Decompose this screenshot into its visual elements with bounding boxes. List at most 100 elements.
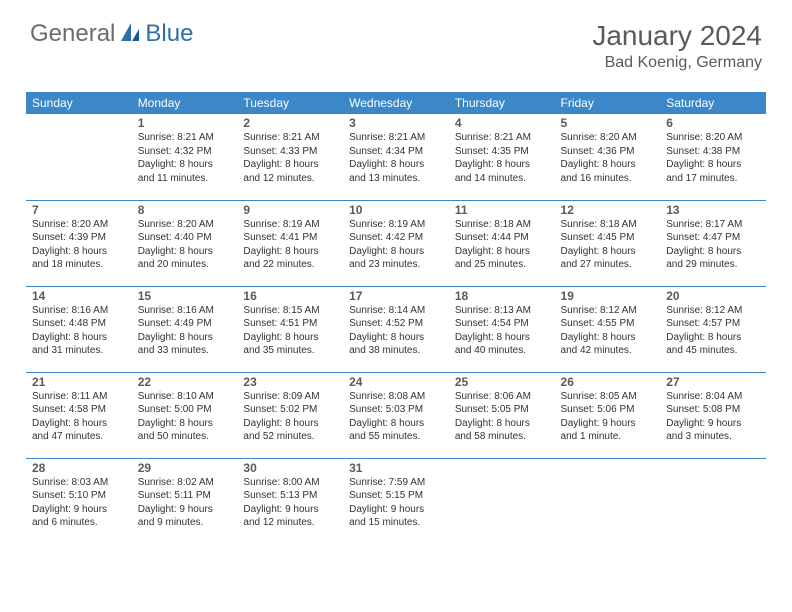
- day-info: Sunrise: 8:19 AMSunset: 4:41 PMDaylight:…: [243, 218, 337, 272]
- calendar-cell: [555, 458, 661, 544]
- day-info-line: Sunset: 5:15 PM: [349, 489, 443, 503]
- calendar-cell: 13Sunrise: 8:17 AMSunset: 4:47 PMDayligh…: [660, 200, 766, 286]
- calendar-cell: 20Sunrise: 8:12 AMSunset: 4:57 PMDayligh…: [660, 286, 766, 372]
- day-info-line: and 18 minutes.: [32, 258, 126, 272]
- day-info: Sunrise: 8:16 AMSunset: 4:49 PMDaylight:…: [138, 304, 232, 358]
- page-header: General Blue January 2024 Bad Koenig, Ge…: [0, 0, 792, 82]
- day-info-line: Sunset: 4:57 PM: [666, 317, 760, 331]
- day-info-line: and 12 minutes.: [243, 516, 337, 530]
- day-info-line: Sunrise: 8:10 AM: [138, 390, 232, 404]
- logo-sail-icon: [119, 21, 141, 48]
- day-info-line: and 29 minutes.: [666, 258, 760, 272]
- day-number: 3: [349, 116, 443, 130]
- day-info: Sunrise: 8:18 AMSunset: 4:45 PMDaylight:…: [561, 218, 655, 272]
- day-info-line: Sunset: 5:05 PM: [455, 403, 549, 417]
- day-number: 23: [243, 375, 337, 389]
- logo: General Blue: [30, 20, 193, 48]
- day-info: Sunrise: 8:13 AMSunset: 4:54 PMDaylight:…: [455, 304, 549, 358]
- day-info-line: Daylight: 8 hours: [32, 417, 126, 431]
- day-info-line: Sunset: 4:54 PM: [455, 317, 549, 331]
- calendar-cell: 23Sunrise: 8:09 AMSunset: 5:02 PMDayligh…: [237, 372, 343, 458]
- day-info-line: and 45 minutes.: [666, 344, 760, 358]
- day-info: Sunrise: 8:11 AMSunset: 4:58 PMDaylight:…: [32, 390, 126, 444]
- day-info-line: Daylight: 8 hours: [138, 331, 232, 345]
- day-number: 13: [666, 203, 760, 217]
- day-info-line: Daylight: 8 hours: [138, 417, 232, 431]
- day-info-line: Daylight: 8 hours: [666, 158, 760, 172]
- weekday-header: Tuesday: [237, 92, 343, 114]
- day-number: 19: [561, 289, 655, 303]
- day-info-line: Daylight: 9 hours: [561, 417, 655, 431]
- day-info-line: Sunset: 5:10 PM: [32, 489, 126, 503]
- day-info-line: Sunset: 4:52 PM: [349, 317, 443, 331]
- day-info-line: Sunset: 5:06 PM: [561, 403, 655, 417]
- calendar-cell: 8Sunrise: 8:20 AMSunset: 4:40 PMDaylight…: [132, 200, 238, 286]
- day-info-line: Sunrise: 8:13 AM: [455, 304, 549, 318]
- day-info-line: and 11 minutes.: [138, 172, 232, 186]
- calendar-cell: 12Sunrise: 8:18 AMSunset: 4:45 PMDayligh…: [555, 200, 661, 286]
- day-info-line: and 52 minutes.: [243, 430, 337, 444]
- weekday-header: Saturday: [660, 92, 766, 114]
- calendar-cell: 7Sunrise: 8:20 AMSunset: 4:39 PMDaylight…: [26, 200, 132, 286]
- day-number: 10: [349, 203, 443, 217]
- day-info-line: and 47 minutes.: [32, 430, 126, 444]
- day-info-line: Sunrise: 8:17 AM: [666, 218, 760, 232]
- day-info-line: Sunset: 4:42 PM: [349, 231, 443, 245]
- calendar-cell: 24Sunrise: 8:08 AMSunset: 5:03 PMDayligh…: [343, 372, 449, 458]
- day-info-line: and 6 minutes.: [32, 516, 126, 530]
- day-info-line: Sunrise: 8:05 AM: [561, 390, 655, 404]
- day-info: Sunrise: 8:14 AMSunset: 4:52 PMDaylight:…: [349, 304, 443, 358]
- logo-text-general: General: [30, 20, 115, 48]
- day-info-line: Daylight: 8 hours: [561, 331, 655, 345]
- day-info-line: Sunrise: 8:03 AM: [32, 476, 126, 490]
- day-info-line: Sunset: 4:55 PM: [561, 317, 655, 331]
- day-number: 20: [666, 289, 760, 303]
- day-info-line: Sunrise: 8:20 AM: [32, 218, 126, 232]
- day-info: Sunrise: 8:20 AMSunset: 4:38 PMDaylight:…: [666, 131, 760, 185]
- logo-text-blue: Blue: [145, 20, 193, 48]
- day-info-line: Sunrise: 8:16 AM: [138, 304, 232, 318]
- calendar-cell: 31Sunrise: 7:59 AMSunset: 5:15 PMDayligh…: [343, 458, 449, 544]
- day-info-line: Daylight: 8 hours: [561, 245, 655, 259]
- day-info-line: Sunset: 4:58 PM: [32, 403, 126, 417]
- day-info-line: Sunrise: 8:19 AM: [349, 218, 443, 232]
- calendar-body: 1Sunrise: 8:21 AMSunset: 4:32 PMDaylight…: [26, 114, 766, 544]
- day-info-line: Daylight: 8 hours: [243, 245, 337, 259]
- day-info-line: Sunrise: 8:21 AM: [243, 131, 337, 145]
- calendar-header-row: Sunday Monday Tuesday Wednesday Thursday…: [26, 92, 766, 114]
- calendar-cell: 10Sunrise: 8:19 AMSunset: 4:42 PMDayligh…: [343, 200, 449, 286]
- day-info-line: Daylight: 8 hours: [561, 158, 655, 172]
- calendar-cell: 18Sunrise: 8:13 AMSunset: 4:54 PMDayligh…: [449, 286, 555, 372]
- day-info-line: Sunrise: 8:21 AM: [349, 131, 443, 145]
- day-number: 27: [666, 375, 760, 389]
- day-info-line: Daylight: 8 hours: [666, 331, 760, 345]
- day-info-line: Sunrise: 8:21 AM: [455, 131, 549, 145]
- day-info-line: and 40 minutes.: [455, 344, 549, 358]
- day-info: Sunrise: 8:18 AMSunset: 4:44 PMDaylight:…: [455, 218, 549, 272]
- day-number: 29: [138, 461, 232, 475]
- day-info-line: Daylight: 8 hours: [32, 245, 126, 259]
- calendar-cell: 30Sunrise: 8:00 AMSunset: 5:13 PMDayligh…: [237, 458, 343, 544]
- day-info-line: Daylight: 9 hours: [666, 417, 760, 431]
- calendar-cell: 27Sunrise: 8:04 AMSunset: 5:08 PMDayligh…: [660, 372, 766, 458]
- calendar-row: 7Sunrise: 8:20 AMSunset: 4:39 PMDaylight…: [26, 200, 766, 286]
- calendar-cell: 11Sunrise: 8:18 AMSunset: 4:44 PMDayligh…: [449, 200, 555, 286]
- day-info-line: Sunrise: 8:19 AM: [243, 218, 337, 232]
- day-info-line: Sunset: 4:51 PM: [243, 317, 337, 331]
- day-info: Sunrise: 8:21 AMSunset: 4:34 PMDaylight:…: [349, 131, 443, 185]
- day-number: 26: [561, 375, 655, 389]
- calendar-cell: 29Sunrise: 8:02 AMSunset: 5:11 PMDayligh…: [132, 458, 238, 544]
- calendar-row: 1Sunrise: 8:21 AMSunset: 4:32 PMDaylight…: [26, 114, 766, 200]
- day-info: Sunrise: 8:20 AMSunset: 4:39 PMDaylight:…: [32, 218, 126, 272]
- month-title: January 2024: [592, 20, 762, 52]
- calendar-cell: 22Sunrise: 8:10 AMSunset: 5:00 PMDayligh…: [132, 372, 238, 458]
- day-info: Sunrise: 7:59 AMSunset: 5:15 PMDaylight:…: [349, 476, 443, 530]
- day-info: Sunrise: 8:12 AMSunset: 4:55 PMDaylight:…: [561, 304, 655, 358]
- day-info-line: Sunset: 4:33 PM: [243, 145, 337, 159]
- day-info: Sunrise: 8:08 AMSunset: 5:03 PMDaylight:…: [349, 390, 443, 444]
- day-info: Sunrise: 8:21 AMSunset: 4:33 PMDaylight:…: [243, 131, 337, 185]
- day-info-line: and 14 minutes.: [455, 172, 549, 186]
- day-info-line: Sunset: 4:40 PM: [138, 231, 232, 245]
- day-number: 7: [32, 203, 126, 217]
- day-number: 4: [455, 116, 549, 130]
